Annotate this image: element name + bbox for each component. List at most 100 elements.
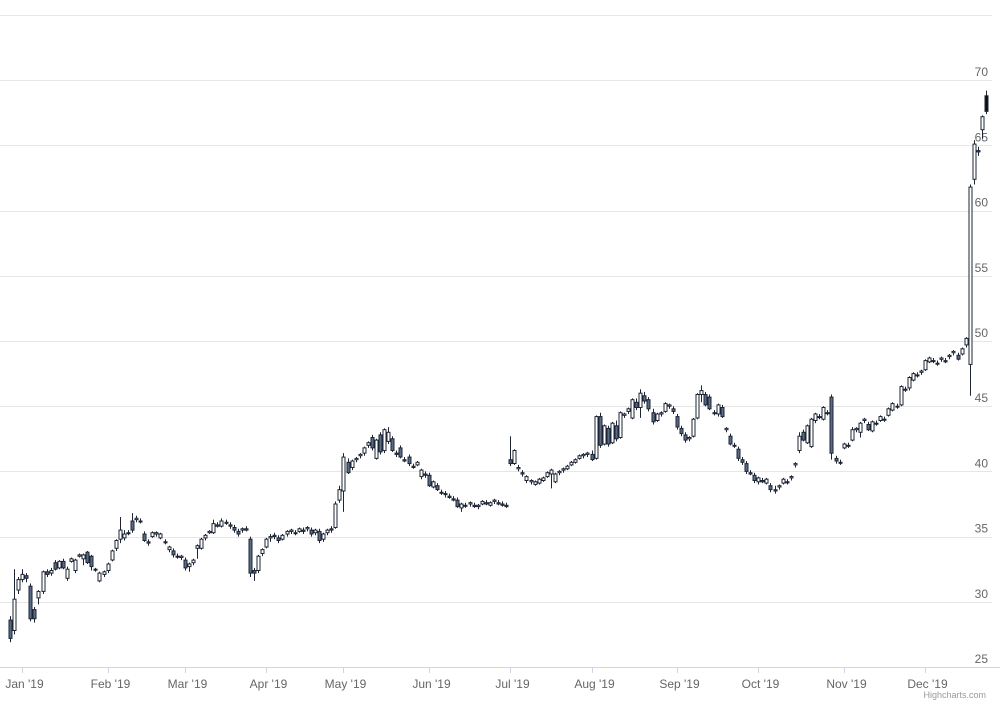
candle[interactable]	[370, 434, 375, 451]
candle[interactable]	[923, 359, 928, 371]
candle[interactable]	[777, 484, 782, 490]
candle[interactable]	[618, 411, 623, 439]
candle[interactable]	[16, 577, 21, 594]
candle[interactable]	[903, 386, 908, 392]
candle[interactable]	[447, 493, 452, 499]
candle[interactable]	[28, 583, 33, 622]
candle[interactable]	[443, 490, 448, 498]
candle[interactable]	[366, 441, 371, 448]
candle[interactable]	[455, 497, 460, 508]
candle[interactable]	[110, 549, 115, 562]
candle[interactable]	[805, 424, 810, 445]
candle[interactable]	[350, 459, 355, 471]
candle[interactable]	[321, 532, 326, 542]
candle[interactable]	[472, 502, 477, 508]
candle[interactable]	[707, 394, 712, 411]
candle[interactable]	[590, 450, 595, 461]
candle[interactable]	[699, 385, 704, 403]
candle[interactable]	[57, 560, 62, 570]
candle[interactable]	[976, 146, 981, 156]
candle[interactable]	[585, 451, 590, 458]
candle[interactable]	[191, 558, 196, 566]
candle[interactable]	[329, 526, 334, 533]
candle[interactable]	[65, 566, 70, 581]
candle[interactable]	[341, 453, 346, 512]
candle[interactable]	[439, 489, 444, 495]
candle[interactable]	[504, 502, 509, 508]
candle[interactable]	[285, 530, 290, 537]
candle[interactable]	[529, 479, 534, 485]
candle[interactable]	[622, 412, 627, 418]
candle[interactable]	[829, 394, 834, 460]
candle[interactable]	[773, 485, 778, 494]
candle[interactable]	[407, 454, 412, 467]
candle[interactable]	[732, 442, 737, 448]
candle[interactable]	[382, 428, 387, 454]
candle[interactable]	[175, 553, 180, 559]
candle[interactable]	[195, 544, 200, 559]
candle[interactable]	[81, 553, 86, 566]
candle[interactable]	[73, 558, 78, 574]
candle[interactable]	[411, 463, 416, 469]
candle[interactable]	[687, 436, 692, 442]
credits-link[interactable]: Highcharts.com	[923, 690, 986, 700]
candle[interactable]	[764, 477, 769, 485]
candle[interactable]	[557, 470, 562, 476]
candle[interactable]	[459, 502, 464, 512]
candle[interactable]	[199, 537, 204, 550]
candle[interactable]	[561, 467, 566, 473]
candle[interactable]	[171, 548, 176, 558]
candle[interactable]	[549, 468, 554, 489]
candle[interactable]	[858, 421, 863, 438]
candle[interactable]	[870, 420, 875, 433]
candle[interactable]	[305, 526, 310, 532]
candle[interactable]	[537, 477, 542, 485]
candle[interactable]	[463, 502, 468, 508]
candle[interactable]	[671, 406, 676, 415]
candle[interactable]	[346, 458, 351, 475]
candle[interactable]	[419, 468, 424, 480]
candle[interactable]	[333, 501, 338, 529]
candle[interactable]	[797, 432, 802, 454]
candle[interactable]	[980, 115, 985, 139]
candle[interactable]	[679, 425, 684, 437]
candle[interactable]	[167, 545, 172, 553]
candle[interactable]	[683, 432, 688, 443]
candle[interactable]	[268, 533, 273, 542]
candle[interactable]	[508, 436, 513, 467]
candle[interactable]	[215, 522, 220, 528]
candle[interactable]	[484, 500, 489, 506]
candle[interactable]	[301, 527, 306, 534]
candle[interactable]	[866, 421, 871, 431]
candle[interactable]	[24, 573, 29, 583]
candle[interactable]	[573, 458, 578, 464]
candle[interactable]	[219, 518, 224, 528]
candle[interactable]	[968, 184, 973, 396]
candle[interactable]	[882, 416, 887, 422]
candle[interactable]	[659, 411, 664, 417]
candle[interactable]	[158, 532, 163, 540]
candle[interactable]	[874, 420, 879, 426]
candle[interactable]	[703, 391, 708, 407]
candle[interactable]	[93, 567, 98, 572]
candle[interactable]	[512, 449, 517, 465]
candle[interactable]	[150, 531, 155, 538]
candle[interactable]	[972, 140, 977, 185]
candle[interactable]	[781, 477, 786, 485]
candle[interactable]	[146, 539, 151, 546]
candle[interactable]	[289, 528, 294, 534]
candle[interactable]	[907, 376, 912, 391]
candle[interactable]	[724, 427, 729, 433]
candle[interactable]	[956, 352, 961, 361]
candle[interactable]	[8, 616, 13, 643]
candle[interactable]	[695, 393, 700, 420]
candle[interactable]	[134, 515, 139, 523]
candle[interactable]	[260, 548, 265, 557]
candle[interactable]	[309, 527, 314, 537]
candle[interactable]	[252, 567, 257, 581]
candle[interactable]	[854, 427, 859, 433]
candle[interactable]	[890, 402, 895, 412]
candle[interactable]	[36, 590, 41, 605]
candle[interactable]	[476, 504, 481, 510]
candle[interactable]	[626, 407, 631, 415]
